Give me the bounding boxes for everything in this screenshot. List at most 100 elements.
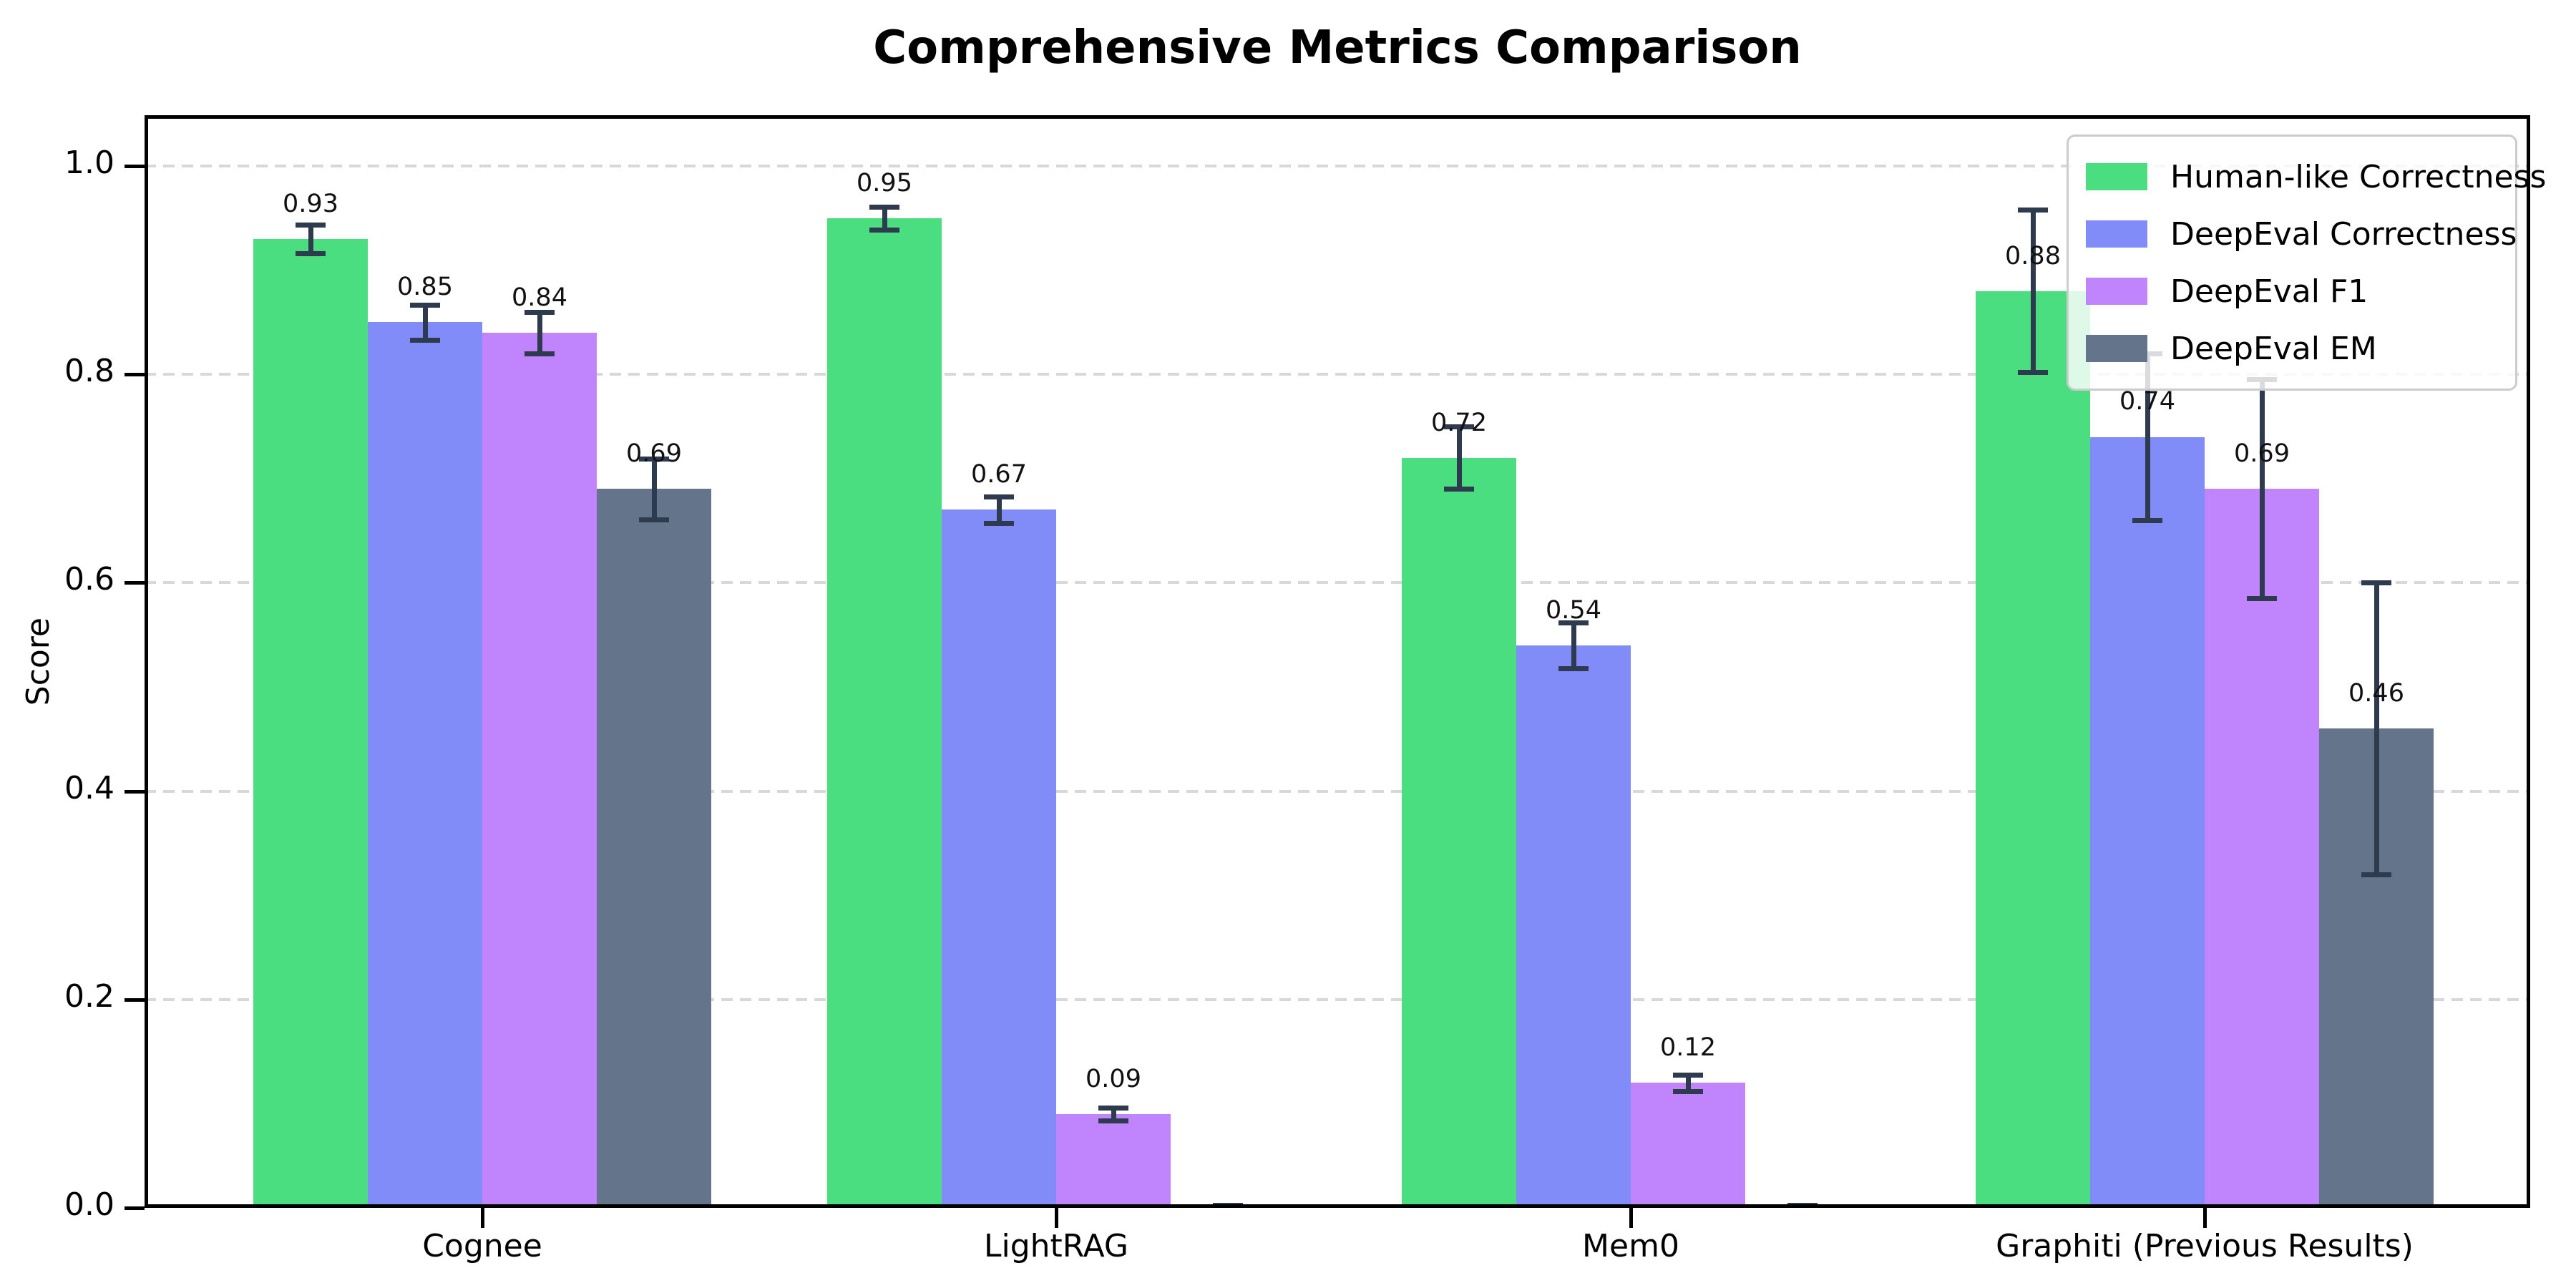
error-bar-cap-bottom — [1673, 1088, 1703, 1094]
y-tick-mark — [125, 581, 145, 585]
error-bar-cap-bottom — [2361, 872, 2391, 878]
error-bar-line — [1111, 1108, 1116, 1121]
gridline — [145, 581, 2530, 585]
y-tick-label: 0.6 — [64, 561, 114, 598]
error-bar-line — [308, 224, 313, 254]
error-bar-line — [2145, 353, 2150, 521]
y-tick-mark — [125, 1206, 145, 1210]
error-bar-cap-bottom — [2247, 596, 2277, 602]
error-bar-cap-top — [639, 457, 669, 462]
bar-value-label: 0.93 — [283, 189, 338, 218]
x-tick-mark — [481, 1208, 484, 1228]
y-tick-label: 0.2 — [64, 977, 114, 1015]
legend-item: DeepEval EM — [2086, 320, 2498, 377]
error-bar-line — [2260, 379, 2265, 599]
error-bar-line — [1457, 426, 1462, 489]
y-tick-mark — [125, 997, 145, 1002]
bar — [1056, 1113, 1171, 1208]
y-tick-label: 0.8 — [64, 353, 114, 390]
error-bar-cap-top — [296, 222, 326, 228]
error-bar-cap-bottom — [410, 338, 440, 343]
gridline — [145, 789, 2530, 793]
error-bar-cap-top — [984, 494, 1014, 499]
legend-item: DeepEval Correctness — [2086, 205, 2517, 263]
error-bar-cap-top — [1213, 1202, 1243, 1208]
y-tick-mark — [125, 789, 145, 794]
bar — [253, 238, 368, 1208]
error-bar-cap-top — [2018, 208, 2048, 213]
error-bar-line — [652, 459, 657, 519]
bar-value-label: 0.85 — [397, 273, 453, 302]
error-bar-cap-top — [2361, 580, 2391, 586]
bar-value-label: 0.46 — [2348, 679, 2404, 708]
error-bar-line — [2031, 210, 2036, 373]
bar — [1631, 1083, 1745, 1208]
bar-value-label: 0.95 — [857, 168, 912, 197]
x-tick-label: Graphiti (Previous Results) — [1996, 1228, 2414, 1264]
y-tick-label: 0.0 — [64, 1186, 114, 1223]
error-bar-line — [423, 304, 428, 341]
x-tick-mark — [1629, 1208, 1633, 1228]
bar — [597, 489, 711, 1208]
error-bar-cap-top — [1444, 424, 1474, 429]
bar-value-label: 0.54 — [1546, 595, 1601, 625]
error-bar-line — [1686, 1074, 1691, 1091]
error-bar-cap-bottom — [869, 227, 899, 233]
legend-label: DeepEval Correctness — [2170, 215, 2517, 253]
error-bar-cap-bottom — [1558, 665, 1589, 671]
bar-value-label: 0.84 — [512, 283, 567, 312]
error-bar-cap-top — [1558, 620, 1589, 625]
error-bar-cap-top — [1787, 1202, 1818, 1208]
y-axis-label: Score — [19, 617, 57, 706]
legend-label: DeepEval F1 — [2170, 273, 2368, 310]
gridline — [145, 997, 2530, 1001]
legend-swatch — [2086, 163, 2147, 190]
bar-value-label: 0.09 — [1085, 1064, 1141, 1093]
legend-label: DeepEval EM — [2170, 330, 2377, 367]
legend-item: Human-like Correctness — [2086, 148, 2546, 205]
x-tick-label: LightRAG — [983, 1228, 1129, 1264]
bar — [1516, 645, 1631, 1208]
bar-value-label: 0.67 — [971, 460, 1027, 489]
bar-value-label: 0.69 — [2234, 439, 2290, 469]
chart-title: Comprehensive Metrics Comparison — [873, 21, 1802, 74]
error-bar-cap-bottom — [525, 351, 555, 357]
y-tick-mark — [125, 165, 145, 168]
error-bar-line — [882, 206, 887, 230]
bar-value-label: 0.72 — [1431, 408, 1487, 437]
x-tick-label: Cognee — [422, 1228, 542, 1264]
bar-value-label: 0.88 — [2005, 241, 2061, 270]
bar — [942, 509, 1056, 1208]
error-bar-cap-bottom — [1444, 487, 1474, 492]
gridline — [145, 373, 2530, 376]
legend-swatch — [2086, 335, 2147, 362]
error-bar-cap-bottom — [2018, 370, 2048, 376]
bar-value-label: 0.74 — [2119, 387, 2175, 416]
gridline — [145, 165, 2530, 167]
error-bar-line — [537, 311, 542, 354]
y-axis-label-wrap: Score — [6, 115, 70, 1208]
y-tick-label: 1.0 — [64, 145, 114, 181]
error-bar-line — [1571, 622, 1576, 668]
error-bar-cap-top — [869, 204, 899, 210]
error-bar-cap-bottom — [296, 251, 326, 257]
legend-label: Human-like Correctness — [2170, 158, 2547, 195]
error-bar-line — [2374, 582, 2379, 875]
bar-value-label: 0.69 — [626, 439, 682, 469]
plot-area: 0.93 0.95 0.72 0.88 0.85 0.67 0.54 0.74 0.84 0.09… — [145, 115, 2530, 1208]
y-tick-label: 0.4 — [64, 769, 114, 806]
legend-swatch — [2086, 220, 2147, 248]
bar-value-label: 0.12 — [1660, 1033, 1716, 1063]
bar — [1402, 457, 1516, 1208]
error-bar-cap-top — [525, 309, 555, 315]
legend-swatch — [2086, 278, 2147, 305]
x-tick-mark — [2203, 1208, 2207, 1228]
bar — [827, 218, 942, 1208]
legend: Human-like Correctness DeepEval Correctne… — [2067, 135, 2546, 391]
error-bar-cap-bottom — [639, 517, 669, 522]
x-tick-label: Mem0 — [1582, 1228, 1679, 1264]
error-bar-line — [997, 496, 1002, 524]
bar — [1976, 291, 2090, 1208]
error-bar-cap-top — [1098, 1106, 1128, 1111]
